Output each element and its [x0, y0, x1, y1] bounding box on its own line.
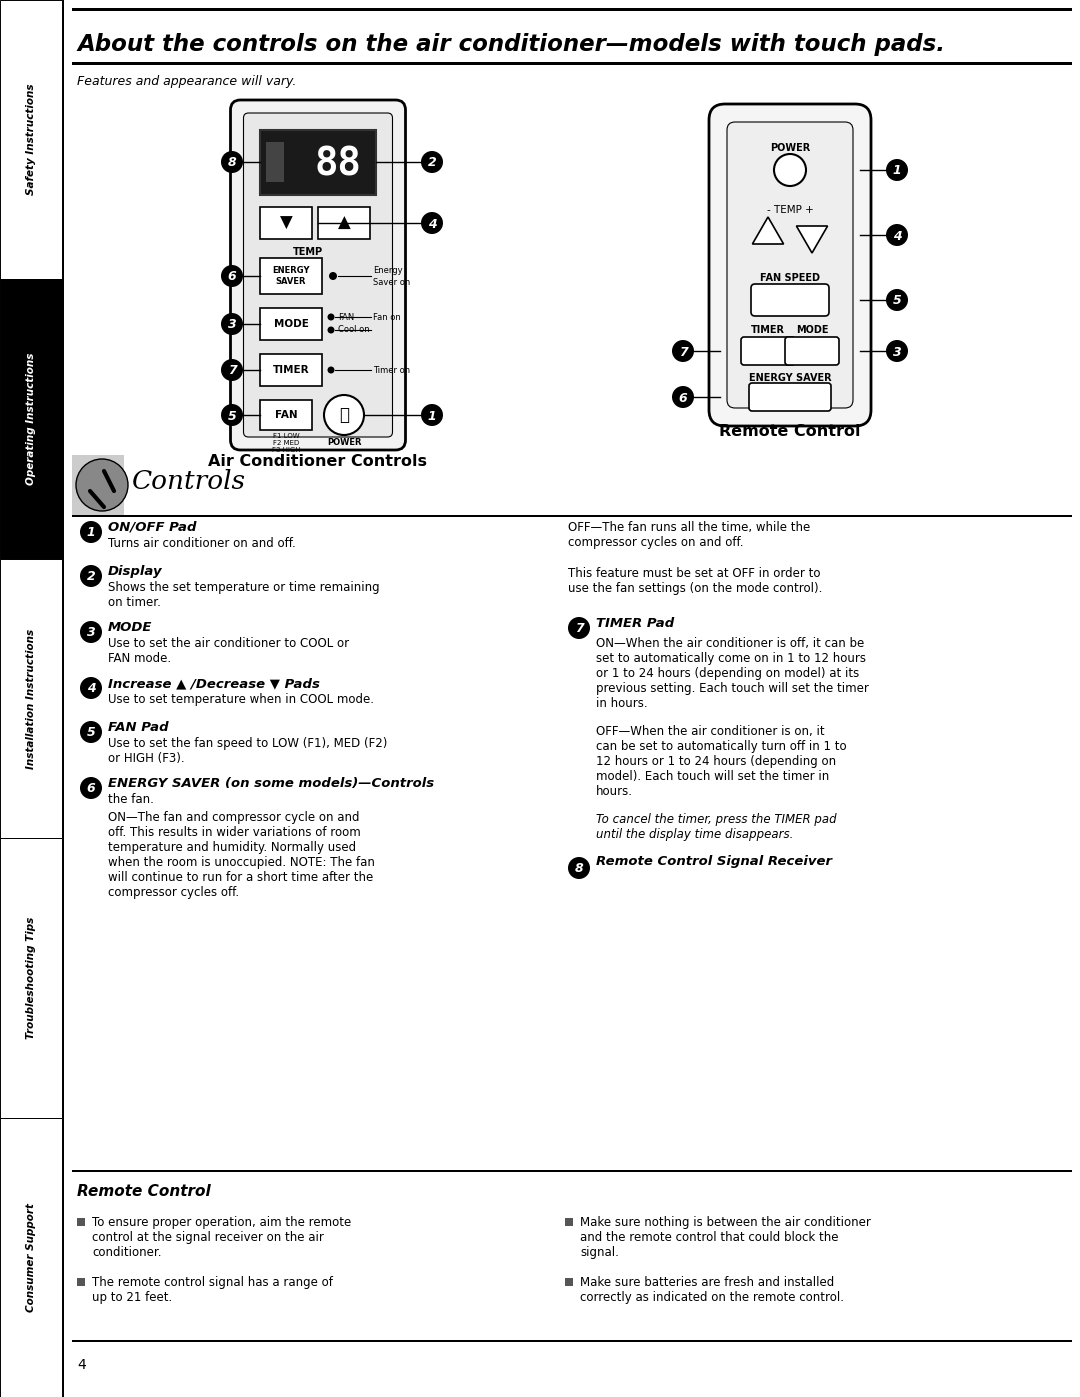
Text: About the controls on the air conditioner—models with touch pads.: About the controls on the air conditione…	[77, 32, 945, 56]
Text: Troubleshooting Tips: Troubleshooting Tips	[26, 916, 36, 1039]
Circle shape	[886, 289, 908, 312]
Text: 4: 4	[86, 683, 95, 696]
Text: ON—When the air conditioner is off, it can be
set to automatically come on in 1 : ON—When the air conditioner is off, it c…	[596, 637, 869, 710]
Text: 1: 1	[893, 165, 902, 177]
Bar	[0, 559, 62, 838]
Bar	[77, 1218, 85, 1227]
Circle shape	[221, 359, 243, 381]
Text: Fan on: Fan on	[373, 313, 401, 321]
Circle shape	[221, 151, 243, 173]
Bar	[266, 142, 284, 182]
Bar	[260, 258, 322, 293]
Bar	[72, 8, 1072, 11]
Text: MODE: MODE	[108, 622, 152, 634]
Bar	[565, 1218, 573, 1227]
FancyBboxPatch shape	[727, 122, 853, 408]
Text: ⏻: ⏻	[339, 407, 349, 425]
Circle shape	[327, 327, 335, 334]
Text: 6: 6	[86, 782, 95, 795]
Bar	[77, 1278, 85, 1287]
Text: FAN: FAN	[338, 313, 354, 321]
Bar	[0, 1118, 62, 1397]
Bar	[0, 0, 62, 279]
Text: 5: 5	[228, 409, 237, 422]
Circle shape	[80, 721, 102, 743]
Text: 2: 2	[86, 570, 95, 584]
Text: The remote control signal has a range of
up to 21 feet.: The remote control signal has a range of…	[92, 1275, 333, 1303]
Text: Saver on: Saver on	[373, 278, 410, 286]
Circle shape	[421, 151, 443, 173]
Text: 3: 3	[893, 345, 902, 359]
Bar	[565, 1278, 573, 1287]
Text: 5: 5	[86, 726, 95, 739]
Text: ENERGY
SAVER: ENERGY SAVER	[272, 267, 310, 286]
Text: Installation Instructions: Installation Instructions	[26, 629, 36, 768]
Text: Consumer Support: Consumer Support	[26, 1203, 36, 1312]
Text: Use to set temperature when in COOL mode.: Use to set temperature when in COOL mode…	[108, 693, 374, 705]
Circle shape	[80, 521, 102, 543]
Text: To cancel the timer, press the TIMER pad
until the display time disappears.: To cancel the timer, press the TIMER pad…	[596, 813, 837, 841]
Text: Energy: Energy	[373, 265, 403, 275]
Circle shape	[221, 265, 243, 286]
Text: TEMP: TEMP	[293, 247, 323, 257]
Text: 88: 88	[314, 145, 362, 183]
Text: 8: 8	[228, 156, 237, 169]
Bar	[318, 207, 370, 239]
Text: 3: 3	[86, 626, 95, 640]
Text: This feature must be set at OFF in order to
use the fan settings (on the mode co: This feature must be set at OFF in order…	[568, 567, 822, 595]
Bar	[260, 400, 312, 430]
Text: ON—The fan and compressor cycle on and
off. This results in wider variations of : ON—The fan and compressor cycle on and o…	[108, 812, 375, 900]
Text: ▼: ▼	[280, 214, 293, 232]
Text: Safety Instructions: Safety Instructions	[26, 84, 36, 196]
Circle shape	[76, 460, 129, 511]
Text: ENERGY SAVER: ENERGY SAVER	[748, 373, 832, 383]
Text: Remote Control Signal Receiver: Remote Control Signal Receiver	[596, 855, 832, 869]
FancyBboxPatch shape	[708, 103, 870, 426]
Text: - TEMP +: - TEMP +	[767, 205, 813, 215]
Bar	[260, 353, 322, 386]
Text: FAN Pad: FAN Pad	[108, 721, 168, 733]
Text: 5: 5	[893, 295, 902, 307]
Text: ▲: ▲	[338, 214, 350, 232]
Text: 7: 7	[575, 623, 583, 636]
Text: Remote Control: Remote Control	[77, 1185, 211, 1199]
Circle shape	[80, 678, 102, 698]
Circle shape	[327, 366, 335, 373]
Text: TIMER: TIMER	[751, 326, 785, 335]
Text: 4: 4	[428, 218, 436, 231]
Circle shape	[568, 856, 590, 879]
Text: Controls: Controls	[132, 469, 246, 495]
Bar	[72, 61, 1072, 64]
Bar	[72, 1340, 1072, 1343]
Text: OFF—The fan runs all the time, while the
compressor cycles on and off.: OFF—The fan runs all the time, while the…	[568, 521, 810, 549]
Text: 1: 1	[86, 527, 95, 539]
Text: To ensure proper operation, aim the remote
control at the signal receiver on the: To ensure proper operation, aim the remo…	[92, 1215, 351, 1259]
FancyBboxPatch shape	[230, 101, 405, 450]
Text: Shows the set temperature or time remaining
on timer.: Shows the set temperature or time remain…	[108, 581, 380, 609]
Bar	[260, 307, 322, 339]
Text: Make sure nothing is between the air conditioner
and the remote control that cou: Make sure nothing is between the air con…	[580, 1215, 870, 1259]
Text: TIMER: TIMER	[272, 365, 309, 374]
Circle shape	[329, 272, 337, 279]
Text: Use to set the fan speed to LOW (F1), MED (F2)
or HIGH (F3).: Use to set the fan speed to LOW (F1), ME…	[108, 738, 388, 766]
Text: 6: 6	[228, 271, 237, 284]
Text: 2: 2	[428, 156, 436, 169]
Circle shape	[774, 154, 806, 186]
Bar	[62, 0, 64, 1397]
Text: Operating Instructions: Operating Instructions	[26, 353, 36, 485]
Text: POWER: POWER	[770, 142, 810, 154]
Text: TIMER Pad: TIMER Pad	[596, 617, 674, 630]
Text: ENERGY SAVER (on some models)—Controls: ENERGY SAVER (on some models)—Controls	[108, 777, 434, 789]
Text: Use to set the air conditioner to COOL or
FAN mode.: Use to set the air conditioner to COOL o…	[108, 637, 349, 665]
Circle shape	[421, 212, 443, 235]
Text: Turns air conditioner on and off.: Turns air conditioner on and off.	[108, 536, 296, 550]
Text: 7: 7	[678, 345, 687, 359]
Text: F1 LOW
F2 MED
F3 HIGH: F1 LOW F2 MED F3 HIGH	[272, 433, 300, 453]
Text: 6: 6	[678, 391, 687, 405]
Text: FAN: FAN	[274, 409, 297, 420]
Circle shape	[886, 339, 908, 362]
Bar	[72, 455, 124, 515]
Circle shape	[568, 617, 590, 638]
Bar	[0, 838, 62, 1118]
Text: 4: 4	[77, 1358, 85, 1372]
